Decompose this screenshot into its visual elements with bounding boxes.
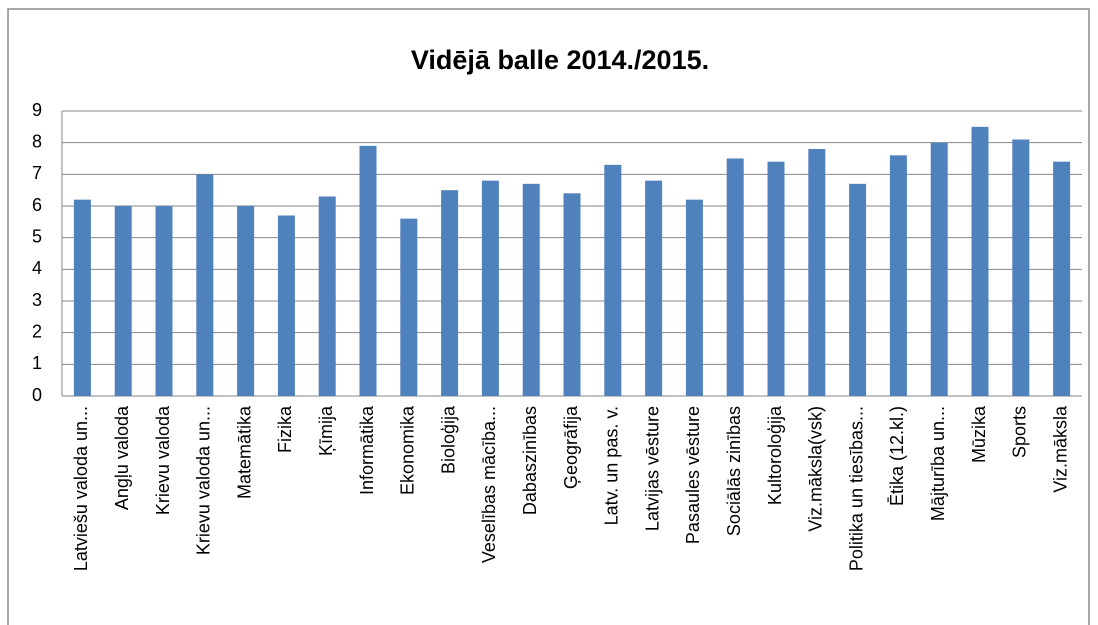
bar <box>237 206 255 396</box>
bar <box>277 215 295 396</box>
x-tick-label: Latviešu valoda un... <box>71 406 91 571</box>
x-tick-label: Veselības mācība... <box>479 406 499 563</box>
x-tick-label: Bioloģija <box>438 405 458 474</box>
y-tick-label: 1 <box>32 353 42 373</box>
y-tick-label: 7 <box>32 163 42 183</box>
x-tick-label: Politika un tiesības... <box>846 406 866 571</box>
bar <box>155 206 173 396</box>
bar <box>73 199 91 396</box>
x-tick-label: Dabaszinības <box>520 406 540 515</box>
bar <box>767 161 785 396</box>
x-tick-label: Ētika (12.kl.) <box>887 406 907 506</box>
y-tick-label: 0 <box>32 385 42 405</box>
x-tick-label: Ekonomika <box>398 405 418 495</box>
y-tick-label: 9 <box>32 100 42 120</box>
y-tick-label: 4 <box>32 258 42 278</box>
bar <box>1053 161 1071 396</box>
x-tick-label: Viz.māksla(vsk) <box>806 406 826 532</box>
bar <box>889 155 907 396</box>
x-tick-label: Krievu valoda <box>153 405 173 515</box>
x-tick-label: Latvijas vēsture <box>642 406 662 531</box>
bar <box>849 183 867 396</box>
x-tick-label: Kultoroloģija <box>765 405 785 505</box>
x-tick-label: Angļu valoda <box>112 405 132 510</box>
y-tick-label: 5 <box>32 226 42 246</box>
bar <box>1012 139 1030 396</box>
bar <box>481 180 499 396</box>
x-tick-label: Sociālās zinības <box>724 406 744 536</box>
x-tick-label: Matemātika <box>234 405 254 499</box>
x-tick-label: Ģeogrāfija <box>561 405 581 489</box>
chart-frame <box>7 8 1090 625</box>
x-tick-label: Krievu valoda un... <box>194 406 214 555</box>
x-tick-label: Ķīmija <box>316 405 336 456</box>
bar <box>604 164 622 396</box>
x-tick-label: Mājturība un... <box>928 406 948 521</box>
bar <box>685 199 703 396</box>
x-tick-label: Mūzika <box>969 405 989 463</box>
bar <box>318 196 336 396</box>
x-tick-label: Viz.māksla <box>1050 405 1070 493</box>
bar <box>359 145 377 396</box>
y-tick-label: 6 <box>32 195 42 215</box>
x-tick-label: Fizika <box>275 405 295 453</box>
bar <box>114 206 132 396</box>
y-tick-label: 2 <box>32 321 42 341</box>
x-tick-label: Latv. un pas. v. <box>602 406 622 525</box>
bar <box>563 193 581 396</box>
bar <box>808 149 826 396</box>
x-tick-label: Sports <box>1010 406 1030 458</box>
chart-title: Vidējā balle 2014./2015. <box>411 45 709 75</box>
bar <box>726 158 744 396</box>
y-tick-label: 3 <box>32 290 42 310</box>
bar <box>400 218 418 396</box>
bar <box>196 174 214 396</box>
bar <box>971 126 989 396</box>
x-tick-label: Informātika <box>357 405 377 495</box>
x-tick-label: Pasaules vēsture <box>683 406 703 544</box>
bar <box>441 190 459 396</box>
y-tick-label: 8 <box>32 131 42 151</box>
bar <box>645 180 663 396</box>
bar <box>522 183 540 396</box>
bar <box>930 142 948 396</box>
